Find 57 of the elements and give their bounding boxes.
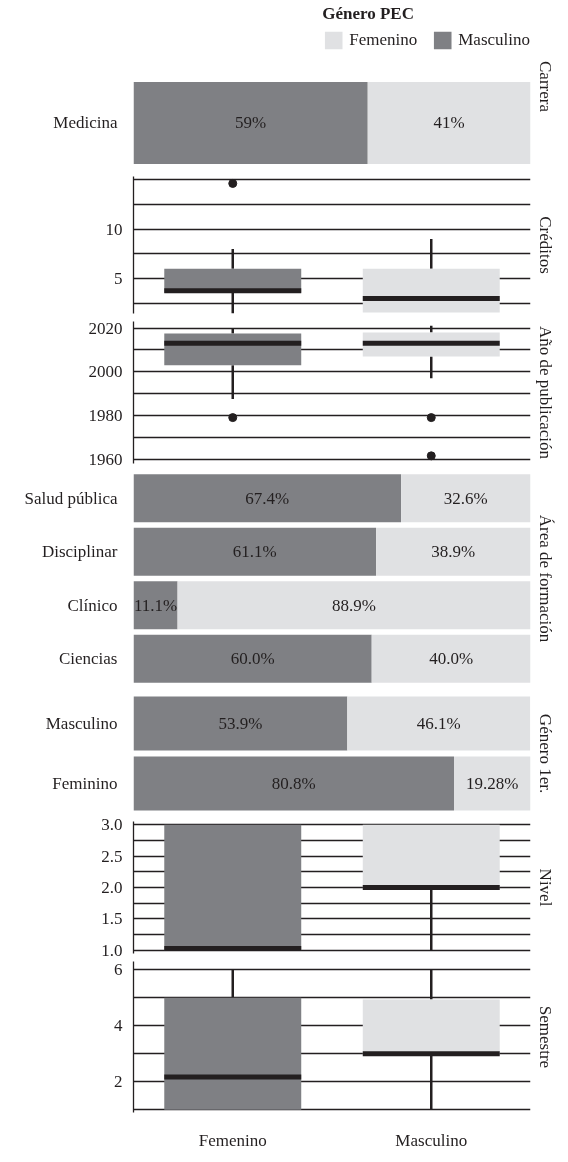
y-tick-label: 6: [114, 960, 123, 980]
data-label: 41%: [433, 113, 465, 133]
data-label: 46.1%: [416, 714, 461, 733]
data-label: 60.0%: [230, 649, 275, 669]
y-tick-label: 3.0: [101, 815, 123, 835]
data-label: 40.0%: [429, 649, 474, 669]
data-label: 11.1%: [133, 595, 178, 615]
bar: [133, 581, 178, 630]
text: Área de formación: [535, 514, 555, 643]
y-tick-label: Medicina: [53, 113, 118, 133]
y-tick-label: 2000: [88, 362, 123, 382]
text: Nivel: [535, 868, 555, 907]
data-label: 67.4%: [245, 488, 290, 508]
y-tick-label: Disciplinar: [41, 542, 118, 562]
y-tick-label: 2020: [88, 318, 123, 338]
data-label: 80.8%: [271, 774, 316, 793]
text: Año de publicación: [535, 325, 555, 460]
bar: [133, 527, 377, 576]
bar: [454, 756, 531, 811]
y-tick-label: Masculino: [45, 714, 118, 733]
y-tick-label: 2: [114, 1072, 123, 1092]
bar: [133, 474, 402, 523]
y-tick-label: 1.5: [101, 909, 123, 929]
y-tick-label: 2.0: [101, 878, 123, 897]
data-label: 38.9%: [431, 542, 476, 562]
y-tick-label: 1.0: [101, 940, 123, 960]
bar: [376, 527, 531, 576]
chart-title: Carrera: [535, 61, 555, 113]
bar: [401, 474, 531, 523]
data-label: 59%: [235, 113, 267, 133]
data-label: 53.9%: [218, 714, 263, 733]
y-tick-label: 2.5: [101, 846, 123, 866]
bar: [371, 634, 531, 683]
bar: [347, 696, 531, 751]
y-tick-label: Salud pública: [24, 488, 118, 508]
y-tick-label: 5: [114, 269, 123, 289]
legend-label: Femenino: [349, 30, 418, 50]
y-tick-label: Clínico: [67, 595, 118, 615]
legend-label: Masculino: [458, 30, 530, 50]
legend-title: Género PEC: [322, 4, 415, 24]
bar: [133, 696, 348, 751]
data-label: 61.1%: [232, 542, 277, 562]
y-tick-label: 4: [114, 1016, 123, 1036]
y-tick-label: 10: [105, 219, 123, 239]
data-label: 32.6%: [443, 488, 488, 508]
y-tick-label: Feminino: [52, 774, 118, 793]
y-tick-label: 1960: [88, 449, 123, 469]
bar: [177, 581, 531, 630]
y-tick-label: Ciencias: [58, 649, 118, 669]
text: Semestre: [535, 1005, 555, 1069]
data-label: 88.9%: [332, 595, 376, 615]
text: Créditos: [535, 216, 555, 274]
data-label: 19.28%: [466, 774, 519, 793]
y-tick-label: 1980: [88, 405, 123, 425]
text: Género 1er.: [535, 713, 555, 794]
bar: [133, 634, 372, 683]
bar: [133, 756, 455, 811]
